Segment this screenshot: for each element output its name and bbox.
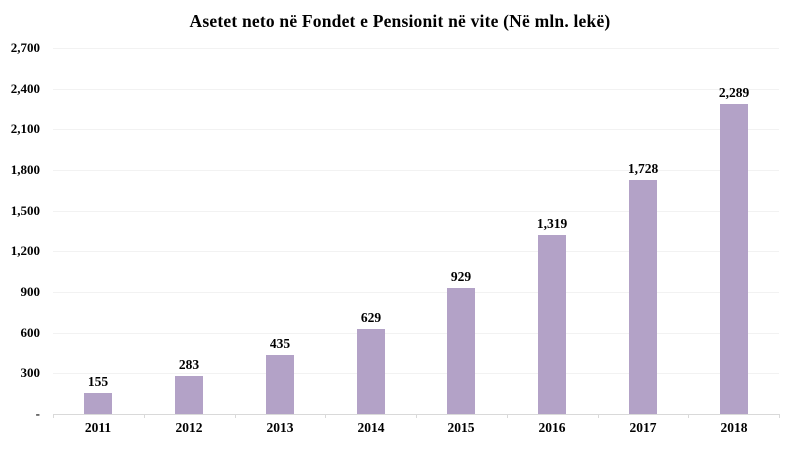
bar: [629, 180, 657, 414]
axis-tick: [53, 414, 54, 418]
gridline: [53, 170, 779, 171]
bar: [266, 355, 294, 414]
axis-tick: [598, 414, 599, 418]
x-tick-label: 2011: [84, 420, 112, 435]
gridline: [53, 48, 779, 49]
axis-tick: [688, 414, 689, 418]
x-tick-label: 2013: [266, 420, 294, 435]
x-tick-label: 2018: [720, 420, 748, 435]
y-tick-label: 2,100: [10, 121, 40, 136]
bar: [538, 235, 566, 414]
axis-tick: [779, 414, 780, 418]
y-tick-label: 1,800: [10, 162, 40, 177]
x-tick-label: 2017: [629, 420, 657, 435]
gridline: [53, 211, 779, 212]
axis-tick: [416, 414, 417, 418]
bar: [720, 104, 748, 414]
gridline: [53, 89, 779, 90]
bar: [447, 288, 475, 414]
gridline: [53, 292, 779, 293]
x-tick-label: 2014: [357, 420, 385, 435]
bar-value-label: 1,728: [627, 161, 659, 176]
bar-value-label: 629: [360, 310, 382, 325]
bar: [84, 393, 112, 414]
y-tick-label: 2,700: [10, 40, 40, 55]
bar-value-label: 283: [178, 357, 200, 372]
y-tick-label: 900: [20, 284, 41, 299]
bar: [357, 329, 385, 414]
x-tick-label: 2012: [175, 420, 203, 435]
y-tick-label: 300: [20, 365, 41, 380]
x-tick-label: 2016: [538, 420, 566, 435]
y-tick-label: 1,500: [10, 203, 40, 218]
plot-area: 155 2011 283 2012 435 2013 629 2014 929 2015 1,319…: [53, 48, 780, 435]
gridline: [53, 129, 779, 130]
y-tick-label: 2,400: [10, 81, 40, 96]
bar-value-label: 435: [269, 336, 291, 351]
gridline: [53, 333, 779, 334]
y-tick-label: 1,200: [10, 243, 40, 258]
chart-title: Asetet neto në Fondet e Pensionit në vit…: [189, 11, 611, 31]
y-tick-label: -: [35, 406, 40, 421]
bar-value-label: 2,289: [718, 85, 750, 100]
bar-value-label: 155: [87, 374, 109, 389]
bar-value-label: 1,319: [536, 216, 568, 231]
x-tick-label: 2015: [447, 420, 475, 435]
bar-value-label: 929: [450, 269, 472, 284]
gridline: [53, 373, 779, 374]
y-tick-label: 600: [20, 325, 41, 340]
bar: [175, 376, 203, 414]
axis-tick: [507, 414, 508, 418]
axis-tick: [325, 414, 326, 418]
axis-tick: [144, 414, 145, 418]
axis-tick: [235, 414, 236, 418]
gridline: [53, 251, 779, 252]
